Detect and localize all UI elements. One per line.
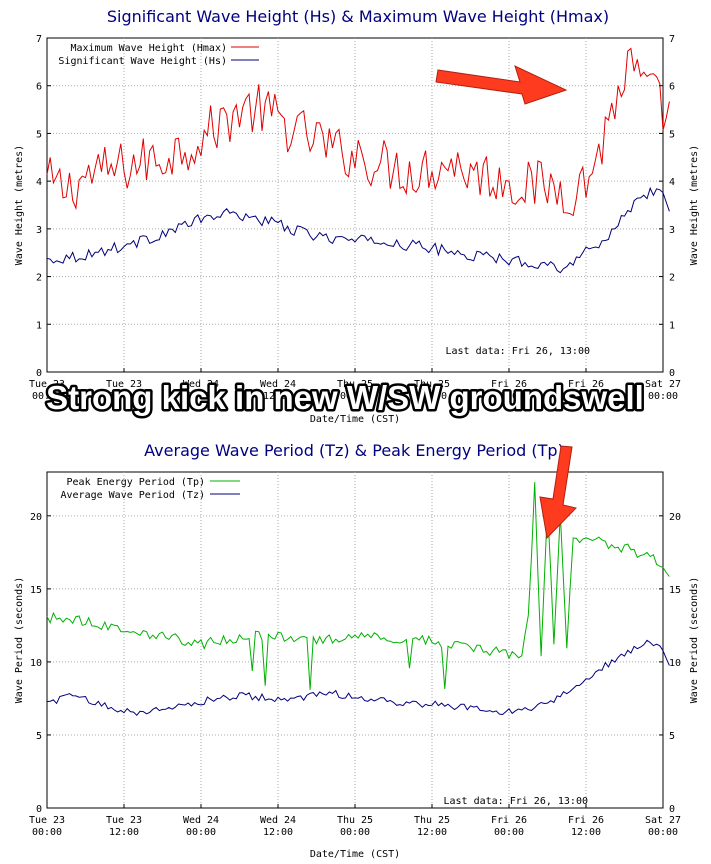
x-axis-label: Date/Time (CST) bbox=[310, 849, 400, 860]
series-lines bbox=[46, 47, 670, 274]
x-tick-label: 00:00 bbox=[648, 827, 678, 838]
series-lines bbox=[46, 482, 670, 717]
y-tick-label: 5 bbox=[669, 129, 675, 140]
y-tick-label: 2 bbox=[669, 273, 675, 284]
x-tick-label: Fri 26 bbox=[568, 815, 604, 826]
y-tick-label: 20 bbox=[30, 512, 42, 523]
y-tick-label: 0 bbox=[669, 804, 675, 815]
y-tick-label: 15 bbox=[30, 585, 42, 596]
y-tick-label: 5 bbox=[36, 731, 42, 742]
y-tick-label: 7 bbox=[669, 34, 675, 45]
y-tick-label: 6 bbox=[36, 82, 42, 93]
y-tick-label: 7 bbox=[36, 34, 42, 45]
y-tick-label: 5 bbox=[669, 731, 675, 742]
x-tick-label: Fri 26 bbox=[491, 815, 527, 826]
x-tick-label: Tue 23 bbox=[29, 815, 65, 826]
x-tick-label: Thu 25 bbox=[337, 379, 373, 390]
series-line bbox=[46, 482, 670, 690]
x-tick-label: Thu 25 bbox=[414, 815, 450, 826]
x-tick-label: 00:00 bbox=[648, 391, 678, 402]
arrow-icon-bottom bbox=[539, 445, 577, 540]
series-line bbox=[46, 186, 670, 274]
x-tick-label: 00:00 bbox=[494, 391, 524, 402]
y-tick-label: 4 bbox=[669, 177, 675, 188]
wave-height-chart: Significant Wave Height (Hs) & Maximum W… bbox=[14, 7, 700, 425]
x-tick-label: Thu 25 bbox=[414, 379, 450, 390]
y-tick-label: 0 bbox=[36, 804, 42, 815]
plot-frame bbox=[46, 37, 664, 373]
y-tick-label: 3 bbox=[669, 225, 675, 236]
y-axis-label-left: Wave Period (seconds) bbox=[14, 577, 25, 703]
x-tick-label: 00:00 bbox=[32, 391, 62, 402]
y-tick-label: 2 bbox=[36, 273, 42, 284]
x-tick-label: 12:00 bbox=[263, 827, 293, 838]
x-tick-label: Tue 23 bbox=[106, 379, 142, 390]
last-data-note: Last data: Fri 26, 13:00 bbox=[446, 346, 591, 357]
x-tick-label: Wed 24 bbox=[260, 815, 296, 826]
legend-label-hs: Significant Wave Height (Hs) bbox=[58, 56, 227, 67]
y-tick-label: 3 bbox=[36, 225, 42, 236]
annotation-overlay: Strong kick in new W/SW groundswell bbox=[44, 65, 646, 540]
x-tick-label: 00:00 bbox=[186, 827, 216, 838]
annotation-banner: Strong kick in new W/SW groundswell bbox=[46, 379, 644, 416]
legend: Peak Energy Period (Tp) Average Wave Per… bbox=[61, 477, 240, 501]
y-tick-label: 15 bbox=[669, 585, 681, 596]
y-axis-right: 0 5 10 15 20 bbox=[659, 512, 681, 815]
x-tick-label: 00:00 bbox=[186, 391, 216, 402]
legend-label-hmax: Maximum Wave Height (Hmax) bbox=[70, 43, 227, 54]
x-tick-label: Wed 24 bbox=[183, 379, 219, 390]
series-line bbox=[46, 639, 670, 717]
y-tick-label: 0 bbox=[669, 368, 675, 379]
x-tick-label: 12:00 bbox=[571, 391, 601, 402]
x-tick-label: Tue 23 bbox=[29, 379, 65, 390]
y-tick-label: 1 bbox=[36, 320, 42, 331]
y-tick-label: 10 bbox=[669, 658, 681, 669]
x-tick-label: 00:00 bbox=[32, 827, 62, 838]
x-tick-label: 00:00 bbox=[340, 827, 370, 838]
y-tick-label: 5 bbox=[36, 129, 42, 140]
legend-label-tz: Average Wave Period (Tz) bbox=[61, 490, 206, 501]
x-tick-label: Fri 26 bbox=[568, 379, 604, 390]
y-axis-left: 0 1 2 3 4 5 6 7 bbox=[36, 34, 51, 379]
y-tick-label: 1 bbox=[669, 320, 675, 331]
legend: Maximum Wave Height (Hmax) Significant W… bbox=[58, 43, 259, 67]
y-axis-right: 0 1 2 3 4 5 6 7 bbox=[659, 34, 675, 379]
x-tick-label: Sat 27 bbox=[645, 815, 681, 826]
y-tick-label: 20 bbox=[669, 512, 681, 523]
x-tick-label: Tue 23 bbox=[106, 815, 142, 826]
x-axis-label: Date/Time (CST) bbox=[310, 414, 400, 425]
chart-title: Significant Wave Height (Hs) & Maximum W… bbox=[107, 7, 609, 26]
x-tick-label: 12:00 bbox=[417, 391, 447, 402]
wave-period-chart: Average Wave Period (Tz) & Peak Energy P… bbox=[14, 441, 700, 860]
x-tick-label: Wed 24 bbox=[260, 379, 296, 390]
legend-label-tp: Peak Energy Period (Tp) bbox=[67, 477, 205, 488]
x-tick-label: Thu 25 bbox=[337, 815, 373, 826]
y-tick-label: 6 bbox=[669, 82, 675, 93]
x-tick-label: 12:00 bbox=[417, 827, 447, 838]
chart-title: Average Wave Period (Tz) & Peak Energy P… bbox=[144, 441, 564, 460]
series-line bbox=[46, 47, 670, 217]
y-tick-label: 4 bbox=[36, 177, 42, 188]
x-tick-label: Fri 26 bbox=[491, 379, 527, 390]
y-axis-label-right: Wave Height (metres) bbox=[689, 145, 700, 265]
x-tick-label: 12:00 bbox=[263, 391, 293, 402]
y-axis-label-right: Wave Period (seconds) bbox=[689, 577, 700, 703]
x-tick-label: 12:00 bbox=[109, 827, 139, 838]
x-tick-label: 12:00 bbox=[109, 391, 139, 402]
x-tick-label: Wed 24 bbox=[183, 815, 219, 826]
x-tick-label: 12:00 bbox=[571, 827, 601, 838]
x-tick-label: Sat 27 bbox=[645, 379, 681, 390]
x-tick-label: 00:00 bbox=[494, 827, 524, 838]
last-data-note: Last data: Fri 26, 13:00 bbox=[444, 796, 589, 807]
y-axis-label-left: Wave Height (metres) bbox=[14, 145, 25, 265]
x-tick-label: 00:00 bbox=[340, 391, 370, 402]
y-tick-label: 0 bbox=[36, 368, 42, 379]
grid-lines bbox=[47, 38, 663, 372]
arrow-icon-top bbox=[435, 65, 568, 105]
y-axis-left: 0 5 10 15 20 bbox=[30, 512, 51, 815]
y-tick-label: 10 bbox=[30, 658, 42, 669]
